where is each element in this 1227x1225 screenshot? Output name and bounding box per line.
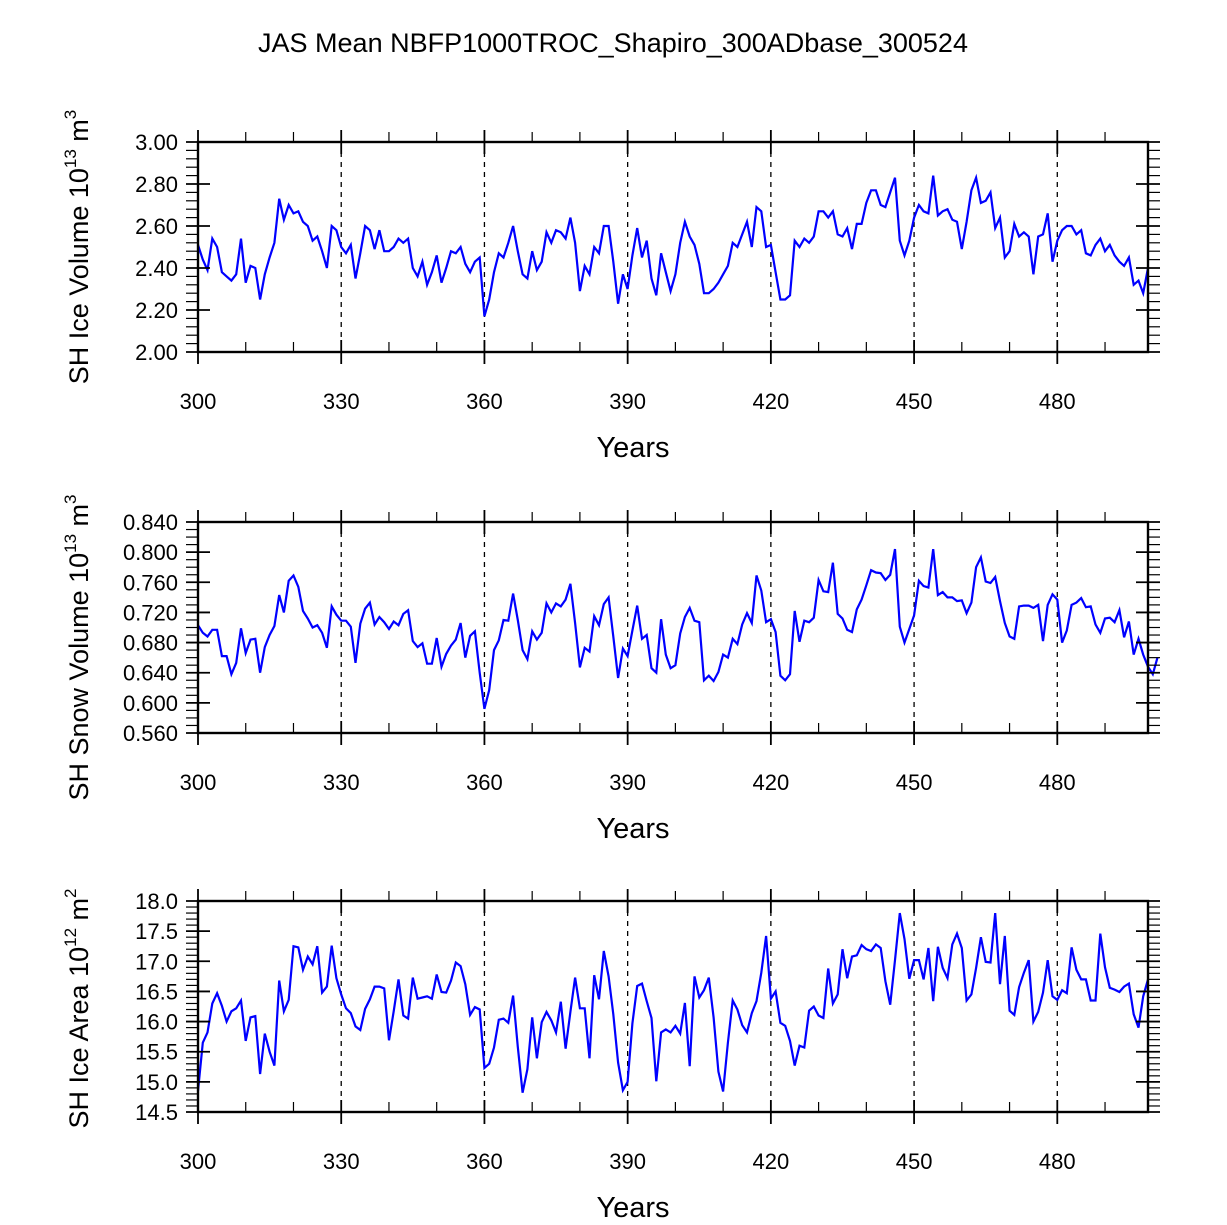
y-tick-label: 18.0: [135, 889, 178, 914]
y-axis-label-text: SH Ice Area 10: [64, 947, 94, 1129]
panel-3: 300 330 360 390 420 450 480 Years 14.5 15.0 15.5 16…: [61, 889, 1160, 1224]
y-tick-label: 0.640: [123, 661, 178, 686]
y-tick-label: 0.680: [123, 631, 178, 656]
x-tick-label: 480: [1039, 1149, 1076, 1174]
y-tick-label: 0.720: [123, 600, 178, 625]
y-tick-label: 17.0: [135, 949, 178, 974]
y-tick-label: 2.60: [135, 214, 178, 239]
x-tick-label: 360: [466, 770, 503, 795]
y-tick-label: 2.20: [135, 298, 178, 323]
x-tick-label: 330: [323, 770, 360, 795]
y-tick-label: 0.760: [123, 570, 178, 595]
x-tick-label: 330: [323, 389, 360, 414]
plot-frame: [196, 899, 1150, 1114]
chart-title: JAS Mean NBFP1000TROC_Shapiro_300ADbase_…: [258, 28, 968, 58]
series-line: [196, 173, 1150, 317]
y-axis-label-unit: m: [64, 119, 94, 149]
x-axis-label: Years: [596, 1192, 669, 1224]
y-axis-label-exp: 12: [61, 928, 80, 947]
x-axis-label: Years: [596, 813, 669, 845]
x-tick-label: 300: [180, 389, 217, 414]
x-tick-label: 390: [609, 770, 646, 795]
y-tick-label: 15.5: [135, 1040, 178, 1065]
x-tick-label: 480: [1039, 770, 1076, 795]
panel-1: 300 330 360 390 420 450 480 Years 2.00 2.20 2.40 2.…: [61, 110, 1160, 464]
y-axis-label-exp: 13: [61, 534, 80, 553]
x-tick-label: 360: [466, 389, 503, 414]
y-axis-label-unit-exp: 3: [61, 110, 80, 119]
x-axis-label: Years: [596, 432, 669, 464]
plot-frame: [196, 140, 1150, 354]
x-tick-label: 420: [753, 770, 790, 795]
x-tick-label: 300: [180, 1149, 217, 1174]
y-tick-label: 15.0: [135, 1070, 178, 1095]
y-tick-label: 2.80: [135, 172, 178, 197]
y-tick-label: 0.560: [123, 721, 178, 746]
y-tick-label: 16.5: [135, 979, 178, 1004]
panel-2: 300 330 360 390 420 450 480 Years 0.560 0.600 0.64…: [61, 494, 1160, 845]
y-tick-label: 2.00: [135, 340, 178, 365]
y-tick-label: 0.600: [123, 691, 178, 716]
y-tick-label: 0.840: [123, 510, 178, 535]
series-line: [196, 912, 1150, 1094]
y-tick-label: 2.40: [135, 256, 178, 281]
series-line: [197, 548, 1159, 710]
y-axis-label-unit-exp: 3: [61, 494, 80, 503]
y-axis-label-unit-exp: 2: [61, 889, 80, 898]
y-tick-label: 0.800: [123, 540, 178, 565]
x-tick-label: 390: [609, 1149, 646, 1174]
x-tick-label: 450: [896, 770, 933, 795]
y-axis-label-text: SH Snow Volume 10: [64, 553, 94, 801]
x-tick-label: 450: [896, 1149, 933, 1174]
x-tick-label: 420: [753, 1149, 790, 1174]
x-tick-label: 480: [1039, 389, 1076, 414]
y-axis-label-unit: m: [64, 898, 94, 928]
x-tick-label: 360: [466, 1149, 503, 1174]
x-tick-label: 300: [180, 770, 217, 795]
y-axis-label: SH Ice Volume 1013 m3: [61, 110, 94, 385]
y-axis-label: SH Snow Volume 1013 m3: [61, 494, 94, 800]
y-axis-label: SH Ice Area 1012 m2: [61, 889, 94, 1129]
y-tick-label: 17.5: [135, 919, 178, 944]
x-tick-label: 330: [323, 1149, 360, 1174]
y-axis-label-exp: 13: [61, 149, 80, 168]
y-tick-label: 16.0: [135, 1010, 178, 1035]
y-tick-label: 3.00: [135, 130, 178, 155]
x-tick-label: 390: [609, 389, 646, 414]
x-tick-label: 420: [753, 389, 790, 414]
y-axis-label-text: SH Ice Volume 10: [64, 168, 94, 384]
y-axis-label-unit: m: [64, 504, 94, 534]
y-tick-label: 14.5: [135, 1100, 178, 1125]
x-tick-label: 450: [896, 389, 933, 414]
